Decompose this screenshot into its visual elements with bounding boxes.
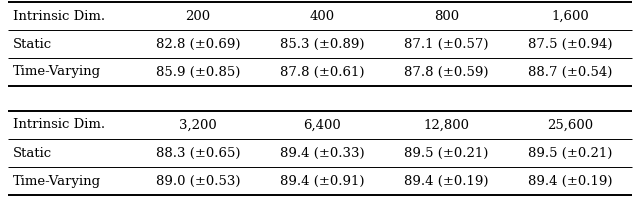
Text: 400: 400 <box>310 10 335 22</box>
Text: 89.4 (±0.19): 89.4 (±0.19) <box>528 174 612 188</box>
Text: Static: Static <box>13 38 52 50</box>
Text: 82.8 (±0.69): 82.8 (±0.69) <box>156 38 240 50</box>
Text: 88.3 (±0.65): 88.3 (±0.65) <box>156 147 240 159</box>
Text: Intrinsic Dim.: Intrinsic Dim. <box>13 10 105 22</box>
Text: 89.4 (±0.19): 89.4 (±0.19) <box>404 174 489 188</box>
Text: 3,200: 3,200 <box>179 119 217 131</box>
Text: 87.1 (±0.57): 87.1 (±0.57) <box>404 38 489 50</box>
Text: 87.5 (±0.94): 87.5 (±0.94) <box>528 38 612 50</box>
Text: 89.5 (±0.21): 89.5 (±0.21) <box>528 147 612 159</box>
Text: 87.8 (±0.59): 87.8 (±0.59) <box>404 65 489 79</box>
Text: Time-Varying: Time-Varying <box>13 174 101 188</box>
Text: 12,800: 12,800 <box>424 119 470 131</box>
Text: 85.9 (±0.85): 85.9 (±0.85) <box>156 65 240 79</box>
Text: Static: Static <box>13 147 52 159</box>
Text: 85.3 (±0.89): 85.3 (±0.89) <box>280 38 364 50</box>
Text: 89.5 (±0.21): 89.5 (±0.21) <box>404 147 489 159</box>
Text: 89.4 (±0.33): 89.4 (±0.33) <box>280 147 365 159</box>
Text: 6,400: 6,400 <box>303 119 341 131</box>
Text: 200: 200 <box>186 10 211 22</box>
Text: 800: 800 <box>434 10 459 22</box>
Text: 1,600: 1,600 <box>552 10 589 22</box>
Text: 87.8 (±0.61): 87.8 (±0.61) <box>280 65 364 79</box>
Text: Intrinsic Dim.: Intrinsic Dim. <box>13 119 105 131</box>
Text: Time-Varying: Time-Varying <box>13 65 101 79</box>
Text: 89.4 (±0.91): 89.4 (±0.91) <box>280 174 364 188</box>
Text: 88.7 (±0.54): 88.7 (±0.54) <box>528 65 612 79</box>
Text: 25,600: 25,600 <box>547 119 593 131</box>
Text: 89.0 (±0.53): 89.0 (±0.53) <box>156 174 240 188</box>
